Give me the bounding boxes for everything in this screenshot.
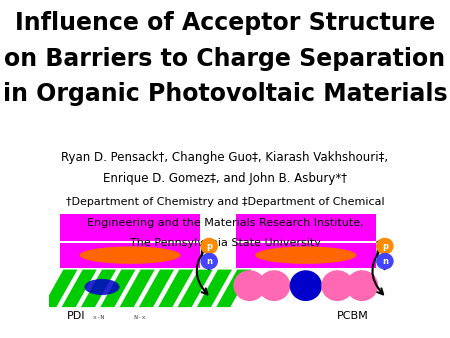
Polygon shape	[216, 270, 252, 307]
Text: x-N        N-x: x-N N-x	[93, 315, 146, 320]
Text: †Department of Chemistry and ‡Department of Chemical: †Department of Chemistry and ‡Department…	[66, 197, 384, 208]
Text: The Pennsylvania State University: The Pennsylvania State University	[130, 238, 320, 248]
Circle shape	[234, 270, 266, 301]
Polygon shape	[100, 270, 135, 307]
Polygon shape	[62, 270, 97, 307]
Polygon shape	[42, 270, 77, 307]
Circle shape	[376, 253, 394, 270]
Text: Influence of Acceptor Structure: Influence of Acceptor Structure	[15, 11, 435, 35]
Polygon shape	[197, 270, 232, 307]
Circle shape	[200, 238, 218, 255]
Text: p: p	[206, 242, 212, 250]
Circle shape	[376, 238, 394, 255]
Text: Engineering and the Materials Research Institute,: Engineering and the Materials Research I…	[87, 218, 363, 227]
Circle shape	[346, 270, 378, 301]
Polygon shape	[120, 270, 155, 307]
Text: in Organic Photovoltaic Materials: in Organic Photovoltaic Materials	[3, 82, 447, 106]
Text: n: n	[206, 257, 212, 266]
FancyBboxPatch shape	[60, 270, 200, 307]
Polygon shape	[139, 270, 174, 307]
Circle shape	[200, 253, 218, 270]
Circle shape	[290, 270, 322, 301]
Ellipse shape	[255, 246, 356, 264]
Ellipse shape	[80, 246, 181, 264]
Text: Enrique D. Gomez‡, and John B. Asbury*†: Enrique D. Gomez‡, and John B. Asbury*†	[103, 172, 347, 185]
FancyBboxPatch shape	[60, 214, 200, 241]
Polygon shape	[158, 270, 194, 307]
Polygon shape	[81, 270, 116, 307]
Text: PCBM: PCBM	[338, 312, 369, 321]
FancyBboxPatch shape	[235, 243, 376, 268]
Circle shape	[258, 270, 290, 301]
Text: n: n	[382, 257, 388, 266]
Text: on Barriers to Charge Separation: on Barriers to Charge Separation	[4, 47, 446, 71]
Polygon shape	[178, 270, 213, 307]
Text: PDI: PDI	[67, 312, 86, 321]
Text: p: p	[382, 242, 388, 250]
Text: Ryan D. Pensack†, Changhe Guo‡, Kiarash Vakhshouri‡,: Ryan D. Pensack†, Changhe Guo‡, Kiarash …	[62, 150, 388, 164]
FancyBboxPatch shape	[235, 270, 376, 307]
Ellipse shape	[85, 279, 120, 295]
FancyBboxPatch shape	[60, 243, 200, 268]
Circle shape	[321, 270, 354, 301]
FancyBboxPatch shape	[235, 214, 376, 241]
